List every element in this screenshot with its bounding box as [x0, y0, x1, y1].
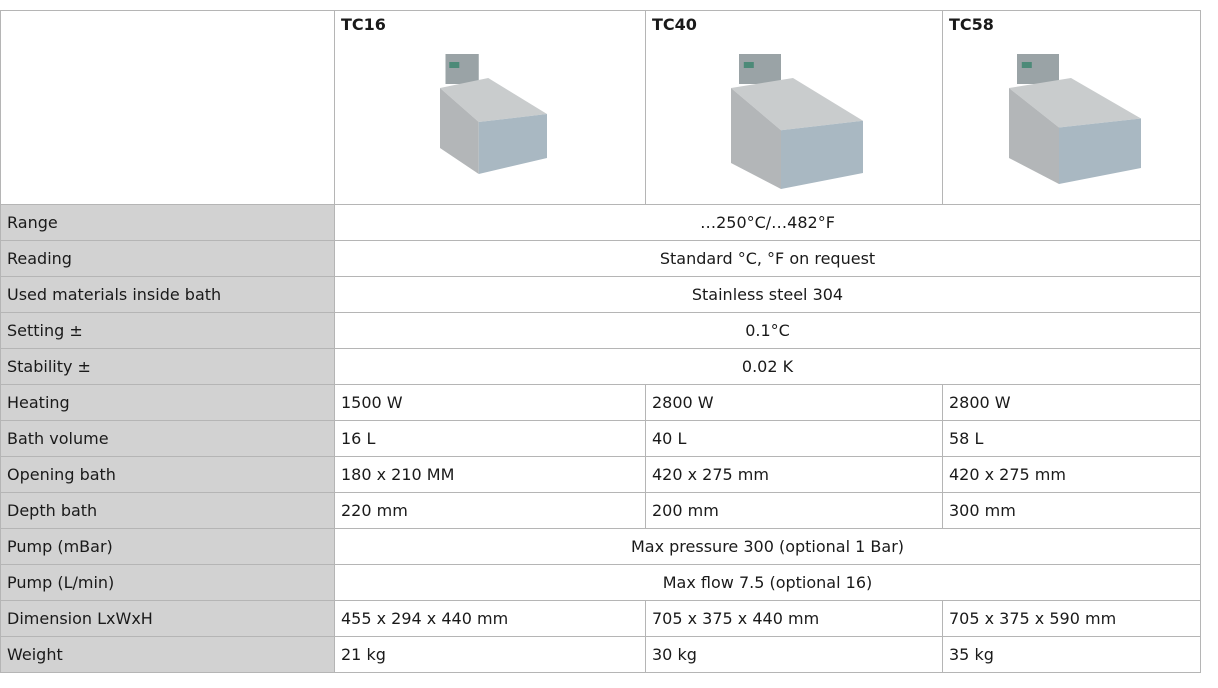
spec-value: 58 L: [942, 420, 1201, 457]
spec-value: 455 x 294 x 440 mm: [334, 600, 646, 637]
spec-value: 420 x 275 mm: [645, 456, 943, 493]
header-row: TC16 TC40 TC58: [0, 10, 1201, 205]
spec-value: 705 x 375 x 440 mm: [645, 600, 943, 637]
spec-value: 180 x 210 MM: [334, 456, 646, 493]
spec-value: Standard °C, °F on request: [334, 240, 1201, 277]
product-image: [1008, 54, 1141, 184]
spec-value: 705 x 375 x 590 mm: [942, 600, 1201, 637]
spec-label: Pump (L/min): [0, 564, 335, 601]
spec-value: 35 kg: [942, 636, 1201, 673]
product-image: [731, 54, 863, 189]
model-name: TC40: [652, 15, 697, 34]
spec-row: Opening bath 180 x 210 MM 420 x 275 mm 420 …: [0, 456, 1201, 493]
spec-table: TC16 TC40 TC58 Range …250°C/…482°F Reading…: [0, 10, 1201, 673]
spec-value: Max pressure 300 (optional 1 Bar): [334, 528, 1201, 565]
model-name: TC16: [341, 15, 386, 34]
spec-label: Heating: [0, 384, 335, 421]
spec-value: 220 mm: [334, 492, 646, 529]
spec-row: Pump (mBar) Max pressure 300 (optional 1 …: [0, 528, 1201, 565]
product-image: [439, 54, 547, 174]
model-header: TC16: [334, 10, 646, 205]
spec-row: Reading Standard °C, °F on request: [0, 240, 1201, 277]
spec-label: Setting ±: [0, 312, 335, 349]
spec-label: Used materials inside bath: [0, 276, 335, 313]
spec-value: 420 x 275 mm: [942, 456, 1201, 493]
spec-value: 300 mm: [942, 492, 1201, 529]
spec-value: Stainless steel 304: [334, 276, 1201, 313]
spec-value: …250°C/…482°F: [334, 204, 1201, 241]
spec-row: Depth bath 220 mm 200 mm 300 mm: [0, 492, 1201, 529]
spec-row: Pump (L/min) Max flow 7.5 (optional 16): [0, 564, 1201, 601]
spec-value: 0.1°C: [334, 312, 1201, 349]
spec-value: 21 kg: [334, 636, 646, 673]
spec-value: 16 L: [334, 420, 646, 457]
model-name: TC58: [949, 15, 994, 34]
spec-value: Max flow 7.5 (optional 16): [334, 564, 1201, 601]
model-header: TC58: [942, 10, 1201, 205]
spec-value: 2800 W: [645, 384, 943, 421]
spec-label: Depth bath: [0, 492, 335, 529]
spec-label: Weight: [0, 636, 335, 673]
spec-value: 0.02 K: [334, 348, 1201, 385]
spec-row: Stability ±0.02 K: [0, 348, 1201, 385]
spec-row: Range …250°C/…482°F: [0, 204, 1201, 241]
corner-cell: [0, 10, 335, 205]
spec-row: Dimension LxWxH 455 x 294 x 440 mm 705 x 3…: [0, 600, 1201, 637]
spec-row: Bath volume 16 L 40 L 58 L: [0, 420, 1201, 457]
spec-label: Pump (mBar): [0, 528, 335, 565]
spec-label: Reading: [0, 240, 335, 277]
spec-row: Used materials inside bath Stainless stee…: [0, 276, 1201, 313]
model-header: TC40: [645, 10, 943, 205]
spec-label: Opening bath: [0, 456, 335, 493]
spec-label: Range: [0, 204, 335, 241]
spec-label: Dimension LxWxH: [0, 600, 335, 637]
spec-value: 30 kg: [645, 636, 943, 673]
spec-value: 2800 W: [942, 384, 1201, 421]
spec-label: Stability ±: [0, 348, 335, 385]
spec-value: 40 L: [645, 420, 943, 457]
spec-value: 1500 W: [334, 384, 646, 421]
spec-value: 200 mm: [645, 492, 943, 529]
spec-row: Setting ±0.1°C: [0, 312, 1201, 349]
spec-row: Weight 21 kg 30 kg 35 kg: [0, 636, 1201, 673]
spec-row: Heating 1500 W 2800 W 2800 W: [0, 384, 1201, 421]
table-body: Range …250°C/…482°F Reading Standard °C, °F…: [0, 204, 1201, 673]
spec-label: Bath volume: [0, 420, 335, 457]
